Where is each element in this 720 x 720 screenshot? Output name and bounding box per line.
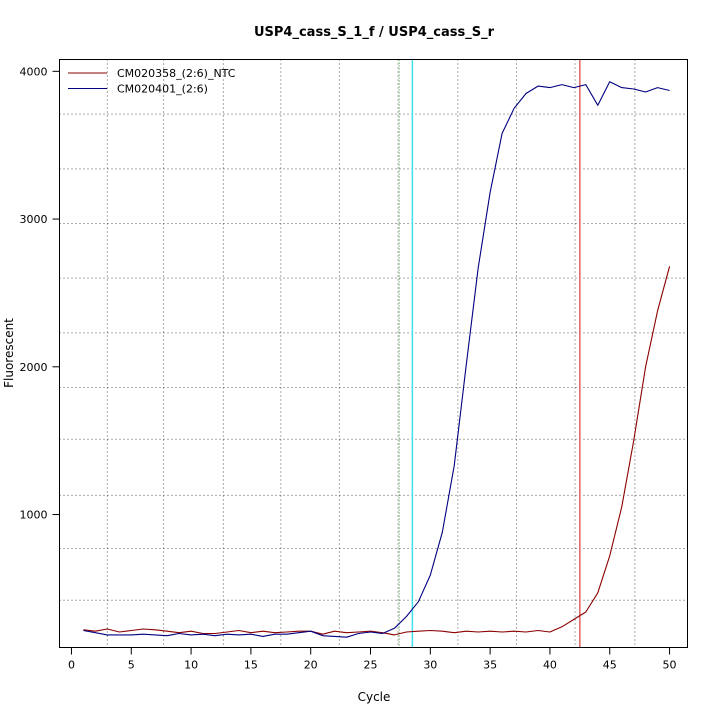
series-line-1 — [83, 81, 670, 638]
series-lines — [83, 81, 671, 638]
series-line-0 — [83, 266, 671, 636]
x-tick-label-0: 0 — [68, 659, 75, 672]
y-axis-label: Fluorescent — [2, 318, 16, 388]
y-axis: 1000 2000 3000 4000 — [20, 65, 60, 522]
legend: CM020358_(2:6)_NTC CM020401_(2:6) — [68, 67, 236, 96]
x-tick-label-7: 35 — [483, 659, 497, 672]
x-axis-label: Cycle — [358, 690, 391, 704]
vertical-markers — [398, 59, 581, 648]
chart-title: USP4_cass_S_1_f / USP4_cass_S_r — [254, 25, 495, 40]
x-tick-label-4: 20 — [304, 659, 318, 672]
y-tick-label-2: 3000 — [20, 213, 48, 226]
y-tick-label-0: 1000 — [20, 509, 48, 522]
x-axis: 0 5 10 15 20 25 30 35 40 45 50 — [68, 647, 677, 672]
y-tick-label-3: 4000 — [20, 65, 48, 78]
x-tick-label-1: 5 — [128, 659, 135, 672]
y-tick-label-1: 2000 — [20, 361, 48, 374]
x-tick-label-5: 25 — [364, 659, 378, 672]
x-tick-label-6: 30 — [423, 659, 437, 672]
grid-lines — [59, 59, 688, 648]
legend-label-0: CM020358_(2:6)_NTC — [117, 67, 236, 80]
x-tick-label-3: 15 — [244, 659, 258, 672]
x-tick-label-9: 45 — [603, 659, 617, 672]
legend-label-1: CM020401_(2:6) — [117, 83, 208, 96]
x-tick-label-10: 50 — [663, 659, 677, 672]
x-tick-label-2: 10 — [184, 659, 198, 672]
x-tick-label-8: 40 — [543, 659, 557, 672]
